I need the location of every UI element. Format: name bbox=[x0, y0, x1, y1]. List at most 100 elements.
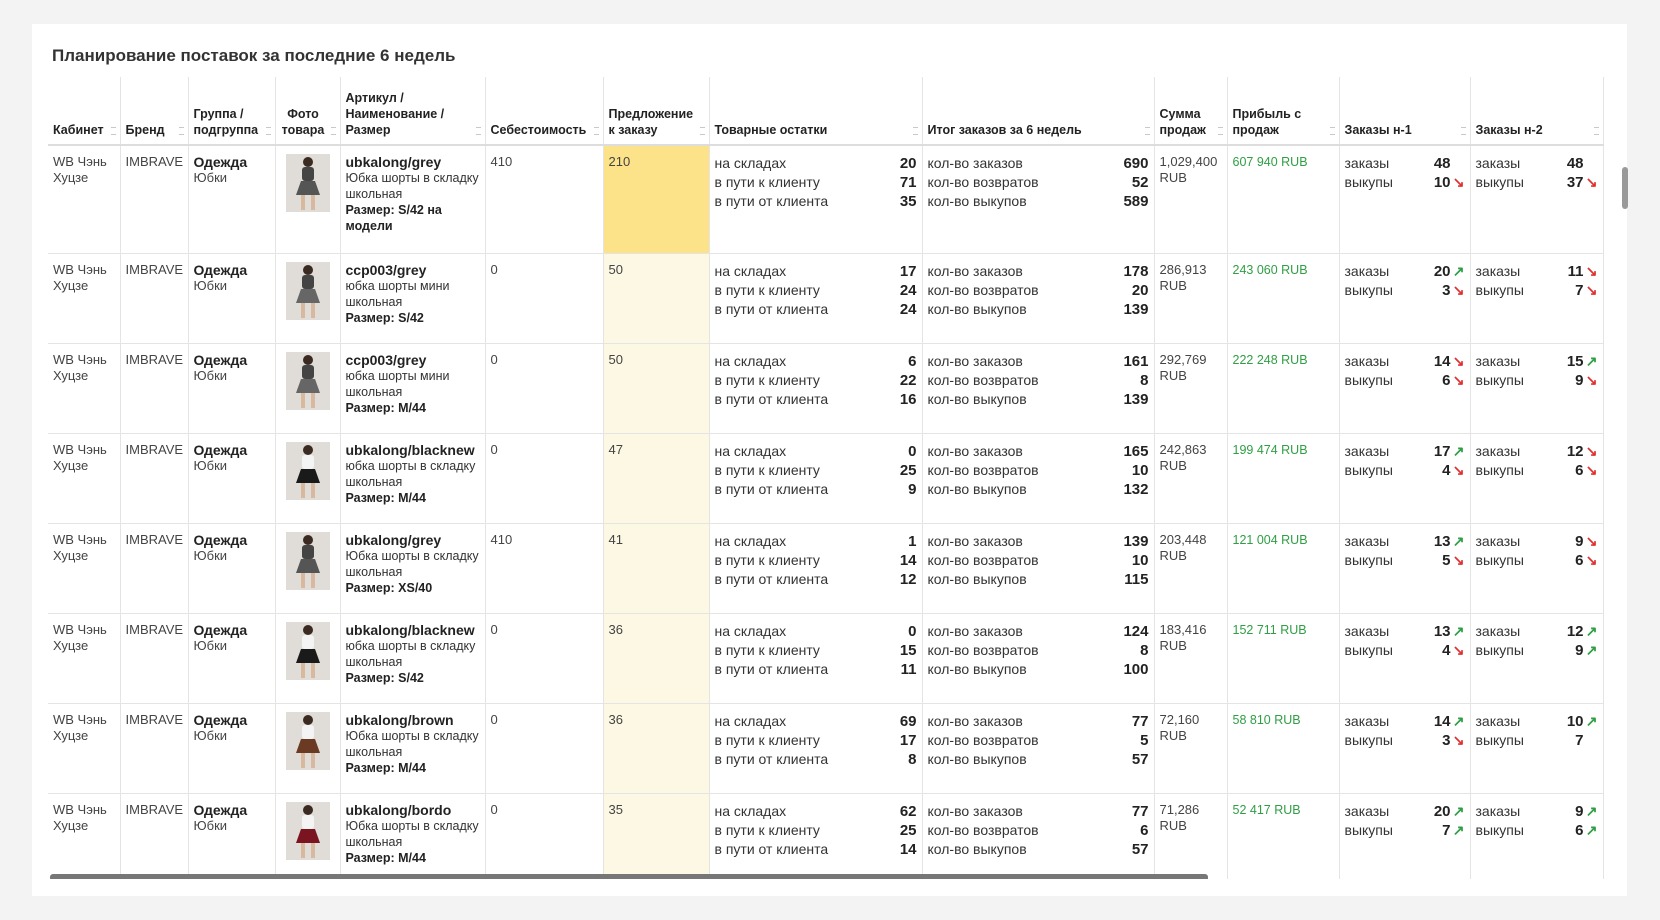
orders-label: кол-во заказов bbox=[927, 623, 1023, 639]
week-figure: 7 bbox=[1575, 731, 1597, 750]
column-header[interactable]: Заказы н-1 bbox=[1339, 77, 1471, 146]
table-row: WB Чэнь Хуцзе IMBRAVE Одежда Юбки ccp003/gr… bbox=[48, 343, 1604, 434]
orders-line: кол-во заказов 77 bbox=[928, 712, 1149, 731]
week-cell: заказы 20 ↗ выкупы 7 ↗ bbox=[1339, 793, 1471, 879]
cost: 0 bbox=[485, 613, 604, 704]
subgroup: Юбки bbox=[193, 278, 228, 293]
cabinet: WB Чэнь Хуцзе bbox=[48, 343, 121, 434]
orders-value: 139 bbox=[1123, 301, 1149, 318]
week-figure: 9 ↗ bbox=[1575, 641, 1597, 660]
week-figure: 4 ↘ bbox=[1442, 641, 1464, 660]
orders-value: 178 bbox=[1123, 263, 1149, 280]
column-header[interactable]: Кабинет bbox=[48, 77, 121, 146]
orders-label: кол-во выкупов bbox=[927, 391, 1027, 407]
profit: 58 810 RUB bbox=[1227, 703, 1340, 794]
week-label: выкупы bbox=[1344, 732, 1393, 748]
cost: 0 bbox=[485, 253, 604, 344]
horizontal-scrollbar[interactable] bbox=[50, 874, 1208, 879]
column-header[interactable]: Итог заказов за 6 недель bbox=[922, 77, 1155, 146]
orders-line: кол-во возвратов 10 bbox=[928, 461, 1149, 480]
proposal: 50 bbox=[603, 253, 710, 344]
orders-value: 6 bbox=[1140, 822, 1149, 839]
stock-line: в пути от клиента 16 bbox=[715, 390, 917, 409]
article-cell: ubkalong/bordo Юбка шорты в складку школь… bbox=[340, 793, 486, 879]
column-header[interactable]: Сумма продаж bbox=[1154, 77, 1228, 146]
orders-line: кол-во выкупов 57 bbox=[928, 840, 1149, 859]
stock-value: 24 bbox=[899, 282, 917, 299]
week-figure: 20 ↗ bbox=[1434, 262, 1465, 281]
week-figure: 11 ↘ bbox=[1568, 262, 1598, 281]
stock-value: 35 bbox=[899, 193, 917, 210]
column-header[interactable]: Себестоимость bbox=[485, 77, 604, 146]
trend-arrow: ↘ bbox=[1585, 533, 1598, 549]
title: Планирование поставок за последние 6 нед… bbox=[52, 46, 456, 65]
orders-value: 10 bbox=[1131, 462, 1149, 479]
profit: 199 474 RUB bbox=[1227, 433, 1340, 524]
stock-label: в пути к клиенту bbox=[714, 282, 820, 298]
stock-label: в пути от клиента bbox=[714, 571, 829, 587]
orders-line: кол-во выкупов 57 bbox=[928, 750, 1149, 769]
cost: 0 bbox=[485, 793, 604, 879]
stock-line: в пути от клиента 35 bbox=[715, 192, 917, 211]
orders-label: кол-во заказов bbox=[927, 155, 1023, 171]
week-label: заказы bbox=[1344, 533, 1390, 549]
cost: 0 bbox=[485, 433, 604, 524]
vertical-scrollbar[interactable] bbox=[1622, 167, 1628, 209]
sales-sum: 71,286 RUB bbox=[1154, 793, 1228, 879]
week-value: 5 bbox=[1442, 552, 1451, 569]
group: Одежда bbox=[193, 712, 248, 728]
trend-arrow: ↗ bbox=[1452, 443, 1465, 459]
column-header[interactable]: Группа / подгруппа bbox=[188, 77, 276, 146]
week-line: выкупы 6 ↘ bbox=[1476, 461, 1598, 480]
group: Одежда bbox=[193, 442, 248, 458]
stock-cell: на складах 1 в пути к клиенту 14 в пути от к… bbox=[709, 523, 923, 614]
proposal: 210 bbox=[603, 145, 710, 254]
stock-line: на складах 69 bbox=[715, 712, 917, 731]
column-header[interactable]: Фото товара bbox=[275, 77, 341, 146]
orders-line: кол-во возвратов 8 bbox=[928, 641, 1149, 660]
column-header[interactable]: Артикул / Наименование / Размер bbox=[340, 77, 486, 146]
orders-line: кол-во выкупов 139 bbox=[928, 390, 1149, 409]
week-line: заказы 13 ↗ bbox=[1345, 622, 1465, 641]
column-header[interactable]: Заказы н-2 bbox=[1470, 77, 1604, 146]
week-value: 10 bbox=[1433, 174, 1451, 191]
orders-cell: кол-во заказов 139 кол-во возвратов 10 кол-в… bbox=[922, 523, 1155, 614]
stock-label: в пути к клиенту bbox=[714, 174, 820, 190]
week-figure: 48 bbox=[1567, 154, 1598, 173]
orders-line: кол-во возвратов 10 bbox=[928, 551, 1149, 570]
orders-label: кол-во выкупов bbox=[927, 301, 1027, 317]
brand: IMBRAVE bbox=[120, 613, 189, 704]
column-header[interactable]: Бренд bbox=[120, 77, 189, 146]
profit: 607 940 RUB bbox=[1227, 145, 1340, 254]
article: ubkalong/grey bbox=[345, 154, 442, 170]
stock-value: 25 bbox=[899, 822, 917, 839]
week-cell: заказы 9 ↘ выкупы 6 ↘ bbox=[1470, 523, 1604, 614]
week-line: заказы 9 ↘ bbox=[1476, 532, 1598, 551]
trend-arrow: ↗ bbox=[1585, 822, 1598, 838]
column-header[interactable]: Товарные остатки bbox=[709, 77, 923, 146]
stock-value: 14 bbox=[899, 841, 917, 858]
stock-line: на складах 6 bbox=[715, 352, 917, 371]
column-header[interactable]: Предложение к заказу bbox=[603, 77, 710, 146]
orders-cell: кол-во заказов 161 кол-во возвратов 8 кол-во… bbox=[922, 343, 1155, 434]
orders-label: кол-во возвратов bbox=[927, 174, 1039, 190]
subgroup: Юбки bbox=[193, 548, 228, 563]
orders-line: кол-во выкупов 132 bbox=[928, 480, 1149, 499]
column-header[interactable]: Прибыль с продаж bbox=[1227, 77, 1340, 146]
orders-label: кол-во заказов bbox=[927, 533, 1023, 549]
product-name: юбка шорты в складку школьная bbox=[345, 459, 476, 489]
stock-label: на складах bbox=[714, 623, 787, 639]
stock-value: 6 bbox=[908, 353, 917, 370]
product-photo bbox=[285, 352, 330, 410]
week-label: выкупы bbox=[1344, 822, 1393, 838]
article: ccp003/grey bbox=[345, 262, 427, 278]
stock-line: в пути от клиента 14 bbox=[715, 840, 917, 859]
trend-arrow: ↘ bbox=[1452, 642, 1465, 658]
stock-line: на складах 0 bbox=[715, 442, 917, 461]
cabinet: WB Чэнь Хуцзе bbox=[48, 433, 121, 524]
stock-value: 0 bbox=[908, 443, 917, 460]
week-value: 48 bbox=[1566, 155, 1584, 172]
stock-value: 17 bbox=[899, 263, 917, 280]
stock-cell: на складах 20 в пути к клиенту 71 в пути от … bbox=[709, 145, 923, 254]
week-value: 9 bbox=[1575, 642, 1584, 659]
